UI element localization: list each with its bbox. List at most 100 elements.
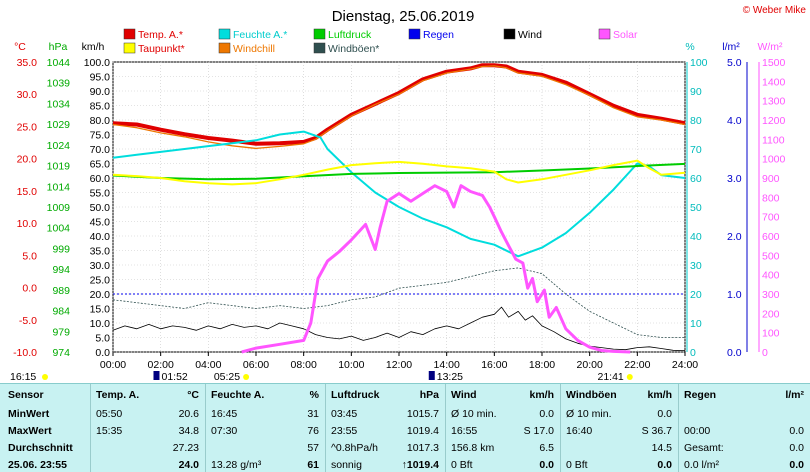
tick-label-wind: 5.0 [95,333,110,345]
table-header: Temp. A. [96,389,140,401]
legend-label: Taupunkt* [138,43,185,55]
tick-label-solar: 800 [762,192,780,204]
left-time-label: 16:15 [10,371,36,383]
tick-label-wind: 65.0 [90,159,111,171]
table-cell-value: 76 [307,425,319,437]
table-row-label: 25.06. 23:55 [8,459,67,471]
summary-table: Sensor Temp. A. °C Feuchte A.% Luftdruck hPa W… [0,383,810,472]
tick-label-wind: 35.0 [90,246,111,258]
table-cell-value: 31 [307,408,319,420]
tick-label-wind: 80.0 [90,115,111,127]
copyright: © Weber Mike [743,5,807,16]
tick-label-wind: 55.0 [90,188,111,200]
legend-swatch [598,28,611,40]
table-cell: 03:45 [331,408,358,420]
table-column-divider [678,384,679,472]
table-cell: Gesamt: [684,442,724,454]
table-cell-value: 14.5 [651,442,672,454]
tick-label-wind: 45.0 [90,217,111,229]
unit-solar: W/m² [757,41,783,53]
tick-label-humidity: 80 [690,115,702,127]
time-tick-label: 12:00 [386,359,412,371]
table-column-divider [205,384,206,472]
table-column-divider [445,384,446,472]
table-cell-value: ↑1019.4 [401,459,439,471]
tick-label-pressure: 1004 [47,223,71,235]
tick-label-solar: 200 [762,308,780,320]
legend-swatch [408,28,421,40]
legend-label: Luftdruck [328,29,372,41]
table-cell: 23:55 [331,425,358,437]
tick-label-rain: 5.0 [727,57,742,69]
tick-label-solar: 1100 [762,134,785,146]
table-cell-value: 0.0 [657,459,672,471]
table-cell: 00:00 [684,425,711,437]
tick-label-temp: 30.0 [17,89,38,101]
table-column-divider [325,384,326,472]
tick-label-solar: 1000 [762,154,786,166]
table-cell-value: 20.6 [178,408,199,420]
tick-label-pressure: 1024 [47,140,71,152]
tick-label-wind: 50.0 [90,202,111,214]
legend: Temp. A.* Feuchte A.* Luftdruck Regen Wind So… [123,28,638,55]
table-cell-value: 27.23 [172,442,199,454]
table-cell-value: 0.0 [789,442,804,454]
tick-label-temp: 0.0 [22,283,37,295]
tick-label-pressure: 999 [52,243,70,255]
tick-label-wind: 95.0 [90,72,111,84]
tick-label-wind: 70.0 [90,144,111,156]
chart-title: Dienstag, 25.06.2019 [332,8,475,25]
series-luftdruck [112,162,686,181]
plot-area [112,61,686,354]
time-tick-label: 18:00 [529,359,555,371]
time-tick-label: 16:00 [481,359,507,371]
legend-label: Regen [423,29,454,41]
table-cell-value: 0.0 [539,459,554,471]
time-tick-label: 00:00 [100,359,126,371]
sunrise-icon [243,374,250,380]
table-cell: 0.0 l/m² [684,459,720,471]
tick-label-solar: 300 [762,289,780,301]
tick-label-solar: 0 [762,347,768,359]
table-cell-value: S 17.0 [523,425,554,437]
tick-label-humidity: 70 [690,144,702,156]
tick-label-wind: 75.0 [90,130,111,142]
tick-label-temp: 5.0 [22,250,37,262]
tick-label-wind: 10.0 [90,318,111,330]
tick-label-humidity: 50 [690,202,702,214]
table-header: Regen [684,389,717,401]
table-column-divider [90,384,91,472]
table-cell-value: 34.8 [178,425,199,437]
time-tick-label: 02:00 [148,359,174,371]
tick-label-humidity: 0 [690,347,696,359]
tick-label-pressure: 989 [52,285,70,297]
tick-label-pressure: 979 [52,326,70,338]
table-cell-value: 24.0 [178,459,199,471]
tick-label-wind: 0.0 [95,347,110,359]
tick-label-pressure: 1044 [47,57,71,69]
table-column-divider [560,384,561,472]
sunset-icon [626,374,633,380]
tick-label-temp: -10.0 [13,347,37,359]
tick-label-solar: 400 [762,270,780,282]
table-header-unit: km/h [529,389,554,401]
tick-label-solar: 500 [762,250,780,262]
table-cell: 0 Bft [566,459,588,471]
table-cell-value: 0.0 [789,459,804,471]
tick-label-pressure: 1039 [47,78,71,90]
table-cell: 05:50 [96,408,123,420]
time-tick-label: 08:00 [291,359,317,371]
legend-label: Wind [518,29,542,41]
tick-label-wind: 60.0 [90,173,111,185]
tick-label-temp: -5.0 [19,315,37,327]
temp-max-time: 13:25 [437,371,463,383]
table-cell-value: 61 [307,459,319,471]
tick-label-rain: 4.0 [727,115,742,127]
temp-min-marker [153,371,160,380]
legend-label: Windchill [233,43,275,55]
table-cell: sonnig [331,459,362,471]
legend-swatch [503,28,516,40]
table-cell: 156.8 km [451,442,495,454]
tick-label-pressure: 994 [52,264,70,276]
sunset-time: 21:41 [598,371,624,383]
